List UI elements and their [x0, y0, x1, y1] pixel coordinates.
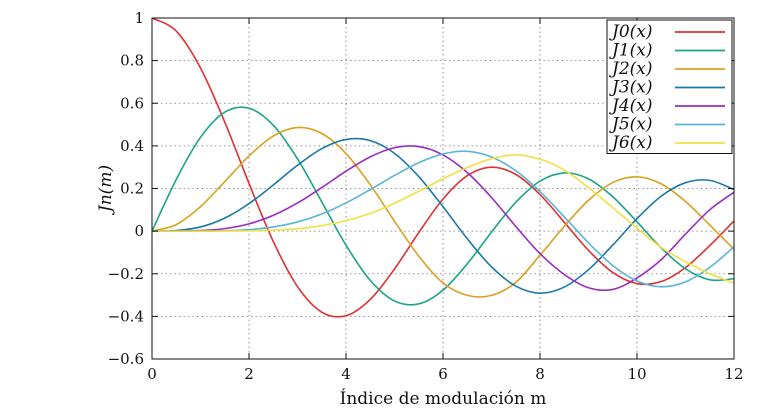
y-tick-label: −0.2	[108, 265, 144, 283]
series-line-3	[151, 137, 735, 294]
x-tick-label: 0	[147, 365, 157, 383]
legend-label: J0(x)	[609, 22, 652, 42]
y-tick-label: −0.4	[108, 307, 144, 325]
x-tick-label: 10	[627, 365, 646, 383]
legend-label: J1(x)	[609, 41, 652, 61]
series-layer	[151, 17, 735, 318]
x-tick-label: 6	[438, 365, 448, 383]
series-line-6	[151, 154, 735, 284]
y-tick-label: −0.6	[108, 350, 144, 368]
y-axis-label: Jn(m)	[96, 165, 116, 215]
tick-layer: 0 2 4 6 8 10 12 −0.6 −0.4 −0.2 0 0.2 0.4 0.6 0.8 1	[108, 9, 744, 383]
y-tick-label: 0.6	[120, 94, 144, 112]
series-line-5	[151, 150, 735, 288]
y-tick-label: 0.8	[120, 52, 144, 70]
legend-label: J5(x)	[609, 115, 652, 135]
series-line-2	[151, 126, 735, 298]
x-tick-label: 4	[341, 365, 351, 383]
series-line-0	[151, 17, 735, 318]
legend: J0(x)J1(x)J2(x)J3(x)J4(x)J5(x)J6(x)	[606, 19, 733, 154]
legend-label: J3(x)	[609, 78, 652, 98]
grid-layer	[152, 18, 734, 359]
legend-label: J2(x)	[609, 59, 652, 79]
x-tick-label: 2	[244, 365, 254, 383]
x-tick-label: 12	[724, 365, 743, 383]
x-tick-label: 8	[535, 365, 545, 383]
series-line-4	[151, 145, 735, 292]
legend-label: J4(x)	[609, 96, 652, 116]
legend-label: J6(x)	[609, 133, 652, 153]
y-tick-label: 0	[134, 222, 144, 240]
x-axis-label: Índice de modulación m	[340, 388, 547, 409]
y-tick-label: 0.4	[120, 137, 144, 155]
series-line-1	[151, 106, 735, 306]
y-tick-label: 0.2	[120, 180, 144, 198]
y-tick-label: 1	[134, 9, 144, 27]
